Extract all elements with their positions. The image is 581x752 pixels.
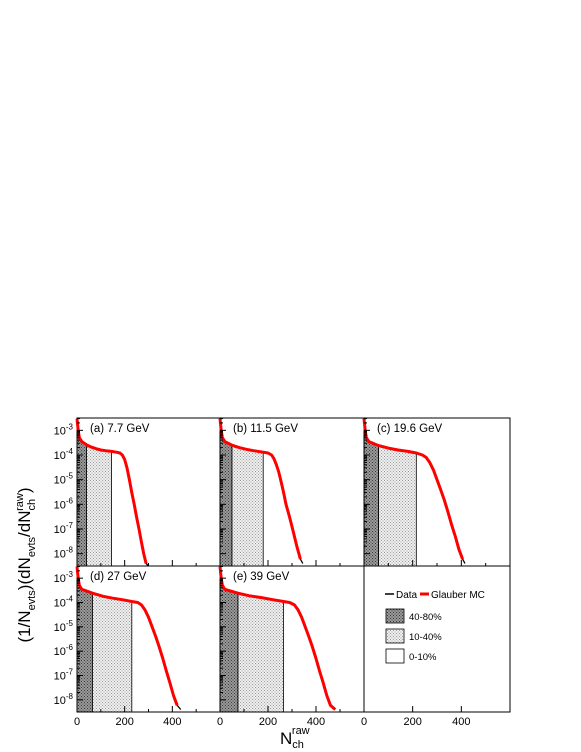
panel-0-y-tick-label: 10-4 bbox=[54, 447, 74, 462]
panel-0-y-tick-label: 10-6 bbox=[54, 496, 74, 511]
panel-3-label: (d) 27 GeV bbox=[90, 571, 147, 583]
legend: Data Glauber MC 40-80% 10-40% 0-10% bbox=[385, 590, 485, 664]
x-axis-title: Nchraw bbox=[280, 725, 310, 751]
legend-data-label: Data bbox=[396, 590, 418, 601]
legend-band-10-40-label: 10-40% bbox=[409, 632, 442, 643]
panel-0-y-tick-label: 10-8 bbox=[54, 546, 74, 561]
panel-4-x-tick-label: 200 bbox=[259, 716, 277, 728]
legend-band-40-80-swatch bbox=[385, 608, 405, 624]
panel-2-mc-line bbox=[362, 418, 465, 560]
legend-mc-label: Glauber MC bbox=[431, 590, 485, 601]
panel-0-y-tick-label: 10-7 bbox=[54, 521, 74, 536]
panel-3-x-tick-label: 400 bbox=[163, 716, 181, 728]
panel-1-mc-line bbox=[218, 418, 302, 560]
legend-panel-x-tick-label: 400 bbox=[452, 716, 470, 728]
panel-0-label: (a) 7.7 GeV bbox=[90, 423, 150, 435]
panel-0-y-tick-label: 10-3 bbox=[54, 422, 74, 437]
panel-2-label: (c) 19.6 GeV bbox=[377, 423, 443, 435]
y-axis-title: (1/Nevts)(dNevts/dNchraw) bbox=[14, 487, 38, 642]
panel-1-band-10-40 bbox=[231, 444, 264, 567]
panel-0-mc-line bbox=[75, 418, 148, 564]
panel-3-y-tick-label: 10-5 bbox=[54, 619, 74, 634]
panel-3-y-tick-label: 10-3 bbox=[54, 570, 74, 585]
panel-3-y-tick-label: 10-4 bbox=[54, 595, 74, 610]
panel-0-y-tick-label: 10-5 bbox=[54, 472, 74, 487]
panel-3-y-tick-label: 10-7 bbox=[54, 668, 74, 683]
legend-band-40-80-label: 40-80% bbox=[409, 612, 442, 623]
legend-panel-x-tick-label: 200 bbox=[403, 716, 421, 728]
panel-3-band-10-40 bbox=[92, 592, 133, 713]
legend-band-0-10-label: 0-10% bbox=[409, 652, 437, 663]
legend-band-0-10-swatch bbox=[385, 648, 405, 664]
panels-group: 0 200 400 10-3 10-4 10-5 10-6 10-7 10-8 (a) 7.7 G… bbox=[54, 417, 511, 728]
panel-4-label: (e) 39 GeV bbox=[233, 571, 290, 583]
panel-4-mc-line bbox=[218, 566, 337, 711]
panel-3-x-tick-label: 0 bbox=[74, 716, 80, 728]
panel-4-band-10-40 bbox=[237, 592, 284, 713]
legend-panel-x-tick-label: 0 bbox=[361, 716, 367, 728]
panel-3-y-tick-label: 10-6 bbox=[54, 643, 74, 658]
panel-3-x-tick-label: 200 bbox=[115, 716, 133, 728]
panel-0-band-10-40 bbox=[86, 444, 112, 567]
panel-4-x-tick-label: 400 bbox=[307, 716, 325, 728]
panel-3-y-tick-label: 10-8 bbox=[54, 692, 74, 707]
panel-4-x-tick-label: 0 bbox=[217, 716, 223, 728]
panel-1-label: (b) 11.5 GeV bbox=[233, 423, 298, 435]
legend-band-10-40-swatch bbox=[385, 628, 405, 644]
panel-2-band-10-40 bbox=[378, 445, 417, 567]
panel-3-mc-line bbox=[75, 566, 179, 706]
